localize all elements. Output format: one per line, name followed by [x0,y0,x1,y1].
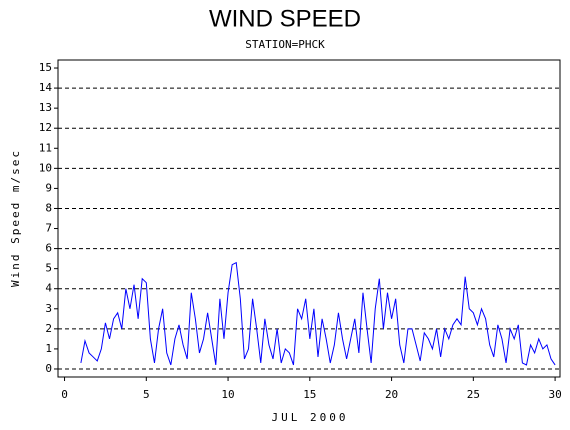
y-tick-label: 5 [45,262,52,275]
x-tick-label: 20 [385,388,398,401]
y-tick-label: 4 [45,282,52,295]
x-axis-label: JUL 2000 [272,411,349,424]
y-tick-label: 7 [45,222,52,235]
y-tick-label: 12 [39,121,52,134]
y-tick-label: 11 [39,141,52,154]
plot-frame [57,59,561,378]
y-axis-label: Wind Speed m/sec [9,149,22,287]
y-tick-label: 3 [45,302,52,315]
y-tick-label: 8 [45,201,52,214]
y-tick-label: 14 [39,81,53,94]
x-tick-label: 15 [303,388,316,401]
y-tick-label: 2 [45,322,52,335]
x-tick-label: 30 [548,388,561,401]
x-tick-label: 25 [467,388,480,401]
y-tick-label: 13 [39,101,52,114]
chart-title: WIND SPEED [209,5,361,32]
y-tick-label: 9 [45,181,52,194]
y-tick-label: 6 [45,242,52,255]
y-tick-label: 15 [39,61,52,74]
y-tick-label: 10 [39,161,52,174]
x-tick-label: 5 [143,388,150,401]
y-tick-label: 0 [45,362,52,375]
data-line [80,261,556,366]
x-tick-label: 0 [61,388,68,401]
y-tick-label: 1 [45,342,52,355]
x-tick-label: 10 [221,388,234,401]
chart-subtitle: STATION=PHCK [245,38,325,51]
